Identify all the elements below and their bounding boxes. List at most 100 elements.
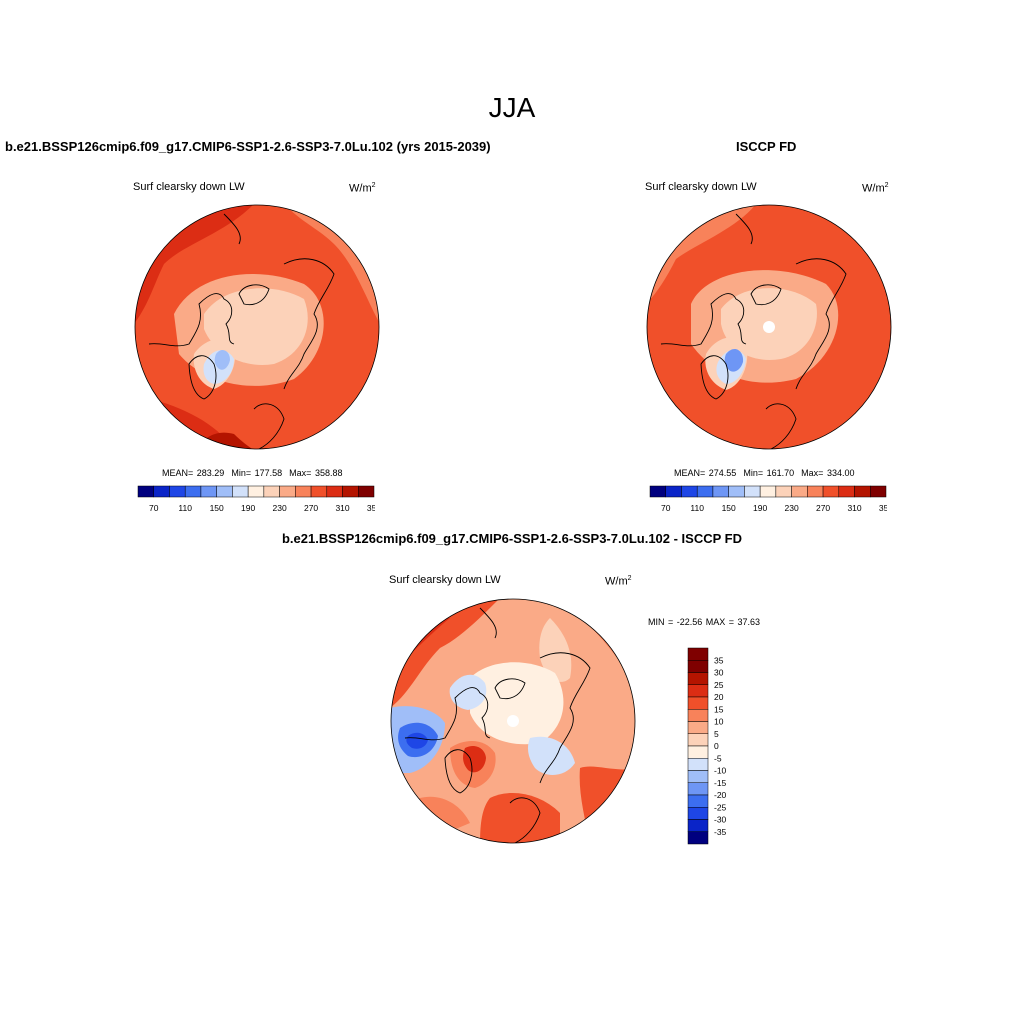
panel-obs-colorbar-tick-label: 310 bbox=[847, 503, 861, 513]
panel-model-colorbar-tick-label: 70 bbox=[149, 503, 159, 513]
panel-model-colorbar-swatch bbox=[279, 485, 296, 498]
panel-diff-colorbar-swatch bbox=[687, 831, 709, 845]
panel-diff-colorbar-tick-label: 25 bbox=[714, 680, 724, 690]
panel-obs-colorbar-swatch bbox=[854, 485, 871, 498]
panel-diff-colorbar-swatch bbox=[687, 782, 709, 796]
panel-obs-colorbar-swatch bbox=[649, 485, 666, 498]
panel-diff-colorbar-tick-label: 10 bbox=[714, 717, 724, 727]
panel-model-polar-map bbox=[134, 204, 380, 450]
panel-model-colorbar-swatch bbox=[247, 485, 265, 498]
panel-model-colorbar: 70 110 150 190 230 270 310 350 bbox=[137, 485, 375, 513]
panel-obs-units: W/m2 bbox=[862, 182, 889, 195]
panel-obs-colorbar-tick-label: 270 bbox=[816, 503, 830, 513]
panel-diff-colorbar-swatch bbox=[687, 733, 709, 747]
panel-diff-colorbar-tick-label: 5 bbox=[714, 729, 719, 739]
panel-diff-colorbar-tick-label: -15 bbox=[714, 778, 727, 788]
panel-diff-colorbar-swatch bbox=[687, 672, 709, 685]
panel-diff-coastlines bbox=[404, 607, 616, 843]
panel-model-colorbar-tick-label: 190 bbox=[241, 503, 255, 513]
panel-diff-colorbar-swatch bbox=[687, 770, 709, 783]
panel-obs-colorbar: 70 110 150 190 230 270 310 350 bbox=[649, 485, 887, 513]
panel-model-colorbar-swatch bbox=[263, 485, 280, 498]
panel-diff-colorbar-tick-label: -35 bbox=[714, 827, 727, 837]
panel-diff-colorbar-swatch bbox=[687, 684, 709, 698]
panel-obs-map-border bbox=[646, 204, 892, 450]
panel-model-colorbar-swatch bbox=[295, 485, 312, 498]
panel-obs-colorbar-swatch bbox=[775, 485, 792, 498]
panel-model-field bbox=[135, 205, 379, 449]
panel-model-map-border bbox=[134, 204, 380, 450]
panel-obs-variable: Surf clearsky down LW bbox=[645, 181, 757, 193]
panel-model-colorbar-tick-label: 230 bbox=[273, 503, 287, 513]
panel-obs-title: ISCCP FD bbox=[736, 139, 797, 154]
panel-obs-colorbar-swatch bbox=[807, 485, 824, 498]
panel-diff-colorbar: 35 30 25 20 15 10 5 0 -5 -10 -15 -20 -25 -30 -35 bbox=[687, 647, 727, 845]
panel-obs-colorbar-swatch bbox=[791, 485, 808, 498]
panel-obs-colorbar-swatch bbox=[744, 485, 761, 498]
panel-diff-colorbar-swatch bbox=[687, 807, 709, 820]
panel-model-colorbar-swatch bbox=[137, 485, 154, 498]
panel-obs-colorbar-tick-label: 70 bbox=[661, 503, 671, 513]
panel-obs-polar-map bbox=[646, 204, 892, 450]
panel-diff-colorbar-tick-label: -30 bbox=[714, 815, 727, 825]
panel-obs-colorbar-tick-label: 150 bbox=[722, 503, 736, 513]
panel-obs-stats: MEAN= 274.55 Min= 161.70 Max= 334.00 bbox=[674, 468, 855, 478]
panel-diff-colorbar-swatch bbox=[687, 721, 709, 734]
panel-obs-colorbar-swatch bbox=[870, 485, 887, 498]
panel-diff-colorbar-tick-label: 30 bbox=[714, 668, 724, 678]
panel-diff-colorbar-tick-label: -20 bbox=[714, 790, 727, 800]
panel-diff-polar-map bbox=[390, 598, 636, 844]
panel-diff-colorbar-swatch bbox=[687, 696, 709, 710]
panel-obs-colorbar-swatch bbox=[681, 485, 698, 498]
panel-model-colorbar-tick-label: 350 bbox=[367, 503, 375, 513]
panel-obs-colorbar-swatch bbox=[712, 485, 729, 498]
panel-diff-map-border bbox=[390, 598, 636, 844]
panel-obs-colorbar-swatch bbox=[728, 485, 745, 498]
panel-obs-colorbar-tick-label: 190 bbox=[753, 503, 767, 513]
panel-diff-colorbar-tick-label: -5 bbox=[714, 753, 722, 763]
panel-model-variable: Surf clearsky down LW bbox=[133, 181, 245, 193]
panel-obs-colorbar-tick-label: 350 bbox=[879, 503, 887, 513]
panel-model-colorbar-swatch bbox=[184, 485, 202, 498]
panel-model-colorbar-tick-label: 150 bbox=[210, 503, 224, 513]
figure-title: JJA bbox=[488, 92, 536, 123]
panel-model-colorbar-swatch bbox=[358, 485, 375, 498]
panel-model-colorbar-swatch bbox=[232, 485, 249, 498]
panel-model-units: W/m2 bbox=[349, 182, 376, 195]
panel-diff-colorbar-tick-label: -10 bbox=[714, 766, 727, 776]
panel-model-colorbar-swatch bbox=[326, 485, 343, 498]
panel-diff-stats: MIN = -22.56 MAX = 37.63 bbox=[648, 617, 761, 627]
panel-model-colorbar-tick-label: 270 bbox=[304, 503, 318, 513]
panel-model-title: b.e21.BSSP126cmip6.f09_g17.CMIP6-SSP1-2.… bbox=[5, 139, 491, 154]
panel-obs-colorbar-swatch bbox=[665, 485, 682, 498]
panel-obs-colorbar-swatch bbox=[838, 485, 855, 498]
panel-model-colorbar-swatch bbox=[342, 485, 359, 498]
panel-diff-units: W/m2 bbox=[605, 575, 632, 588]
panel-diff-colorbar-swatch bbox=[687, 660, 709, 673]
panel-diff-colorbar-tick-label: 35 bbox=[714, 655, 724, 665]
panel-diff-title: b.e21.BSSP126cmip6.f09_g17.CMIP6-SSP1-2.… bbox=[281, 531, 742, 546]
panel-model-colorbar-swatch bbox=[200, 485, 217, 498]
panel-diff-colorbar-swatch bbox=[687, 709, 709, 722]
panel-model-colorbar-swatch bbox=[310, 485, 328, 498]
panel-diff-colorbar-tick-label: 15 bbox=[714, 704, 724, 714]
panel-obs-colorbar-tick-label: 110 bbox=[690, 503, 704, 513]
panel-diff-colorbar-tick-label: 20 bbox=[714, 692, 724, 702]
panel-diff-variable: Surf clearsky down LW bbox=[389, 574, 501, 586]
panel-diff-colorbar-tick-label: -25 bbox=[714, 802, 727, 812]
panel-obs-colorbar-swatch bbox=[759, 485, 777, 498]
panel-diff-colorbar-tick-label: 0 bbox=[714, 741, 719, 751]
panel-obs-colorbar-swatch bbox=[696, 485, 714, 498]
panel-obs-colorbar-swatch bbox=[822, 485, 840, 498]
panel-model-colorbar-tick-label: 110 bbox=[178, 503, 192, 513]
panel-model-colorbar-swatch bbox=[216, 485, 233, 498]
panel-diff-colorbar-swatch bbox=[687, 819, 709, 832]
panel-diff-colorbar-swatch bbox=[687, 794, 709, 808]
panel-diff-colorbar-swatch bbox=[687, 745, 709, 759]
panel-diff-colorbar-swatch bbox=[687, 647, 709, 661]
panel-obs-colorbar-tick-label: 230 bbox=[785, 503, 799, 513]
panel-model-colorbar-swatch bbox=[169, 485, 186, 498]
panel-model-stats: MEAN= 283.29 Min= 177.58 Max= 358.88 bbox=[162, 468, 343, 478]
panel-model-colorbar-tick-label: 310 bbox=[335, 503, 349, 513]
panel-model-colorbar-swatch bbox=[153, 485, 170, 498]
